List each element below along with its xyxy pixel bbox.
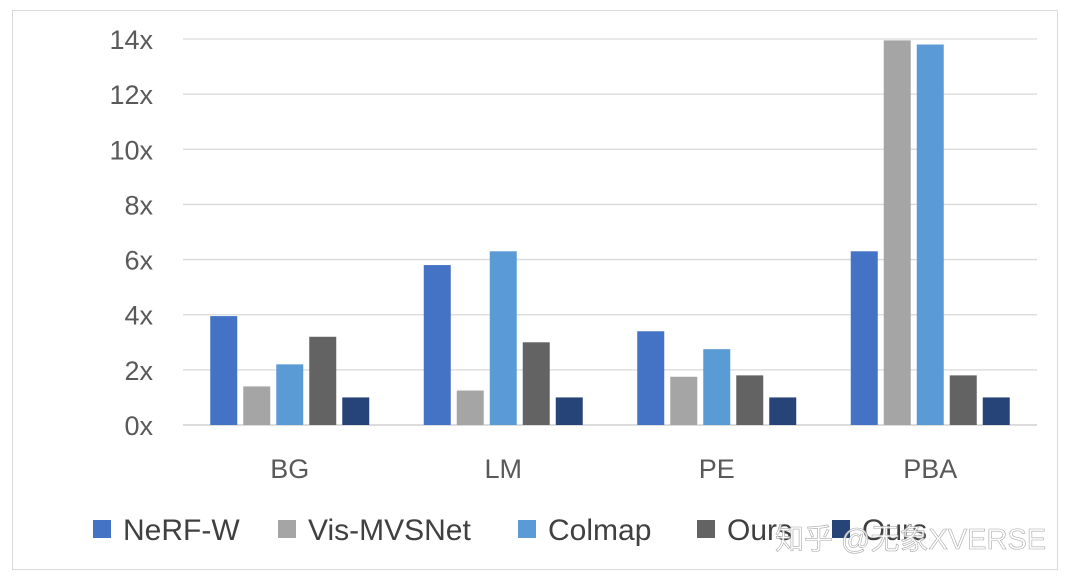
x-axis-category-labels: BG LM PE PBA [270, 454, 957, 484]
legend-swatch [697, 520, 715, 538]
x-category-label: LM [484, 454, 522, 484]
bar-bg-ours [309, 336, 337, 425]
bar-bg-vis-mvsnet [243, 386, 271, 425]
legend-label: Vis-MVSNet [308, 514, 471, 547]
y-tick-label: 14x [109, 25, 153, 55]
bar-pba-vis-mvsnet [883, 40, 911, 425]
bar-pe-colmap [703, 349, 731, 425]
y-tick-label: 2x [124, 356, 153, 386]
bar-lm-vis-mvsnet [456, 390, 484, 425]
legend-swatch [278, 520, 296, 538]
legend: NeRF-W Vis-MVSNet Colmap Ours Ours [93, 514, 927, 547]
x-category-label: PBA [903, 454, 957, 484]
legend-label: NeRF-W [123, 514, 240, 547]
y-tick-label: 12x [109, 80, 153, 110]
chart-frame [12, 10, 1058, 570]
x-category-label: BG [270, 454, 309, 484]
bars [210, 40, 1010, 426]
legend-label: Colmap [548, 514, 651, 547]
bar-pba-colmap [916, 44, 944, 426]
bar-pba-ours [949, 375, 977, 425]
bar-pe-ours [769, 397, 797, 425]
watermark-text: 知乎 @无象XVERSE [775, 523, 1046, 556]
bar-pe-ours [736, 375, 764, 425]
legend-swatch [832, 520, 850, 538]
legend-label: Ours [862, 514, 927, 547]
y-tick-label: 0x [124, 411, 153, 441]
y-tick-label: 10x [109, 135, 153, 165]
bar-bg-nerf-w [210, 316, 238, 425]
legend-swatch [93, 520, 111, 538]
bar-lm-colmap [489, 251, 517, 425]
x-category-label: PE [699, 454, 735, 484]
bar-pba-nerf-w [850, 251, 878, 425]
bar-pe-nerf-w [637, 331, 665, 425]
bar-bg-colmap [276, 364, 304, 425]
bar-lm-ours [522, 342, 550, 425]
bar-lm-ours [555, 397, 583, 425]
legend-swatch [518, 520, 536, 538]
bar-bg-ours [342, 397, 370, 425]
y-tick-label: 6x [124, 246, 153, 276]
y-axis-tick-labels: 0x 2x 4x 6x 8x 10x 12x 14x [109, 25, 153, 441]
y-tick-label: 8x [124, 190, 153, 220]
legend-label: Ours [727, 514, 792, 547]
bar-pe-vis-mvsnet [670, 376, 698, 425]
y-tick-label: 4x [124, 301, 153, 331]
bar-pba-ours [982, 397, 1010, 425]
bar-lm-nerf-w [423, 265, 451, 425]
